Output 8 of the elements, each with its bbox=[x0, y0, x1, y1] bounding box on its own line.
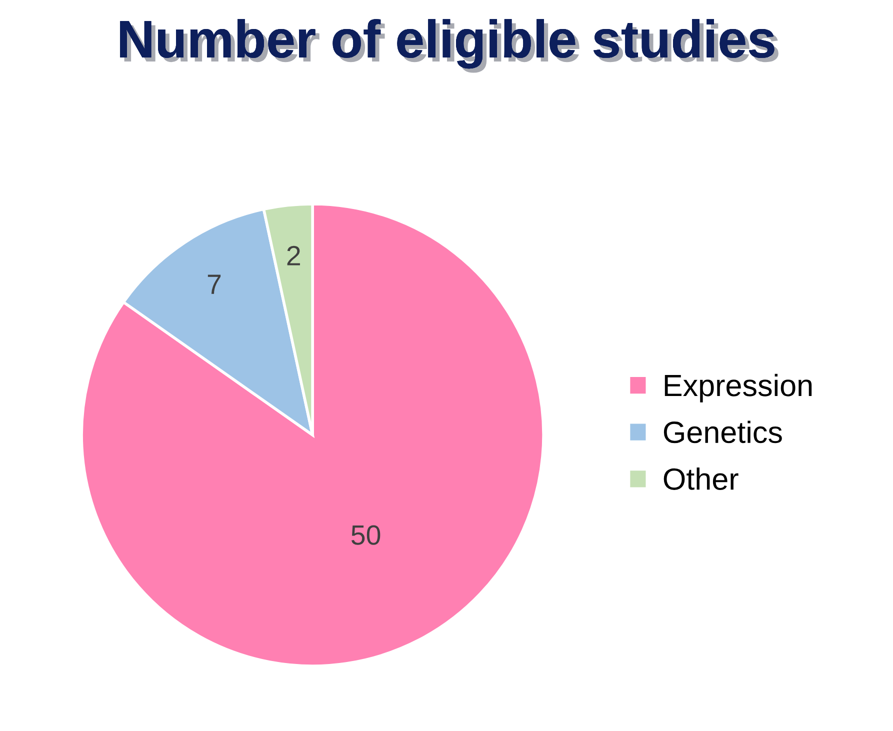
data-label: 7 bbox=[208, 274, 221, 294]
pie-slice bbox=[80, 202, 545, 668]
data-label: 2 bbox=[287, 246, 300, 266]
legend-label: Expression bbox=[664, 374, 812, 402]
legend-label: Other bbox=[664, 468, 738, 490]
legend-label: Genetics bbox=[664, 420, 782, 444]
data-label: 50 bbox=[351, 525, 380, 545]
chart-title: Number of eligible studies bbox=[120, 19, 778, 73]
